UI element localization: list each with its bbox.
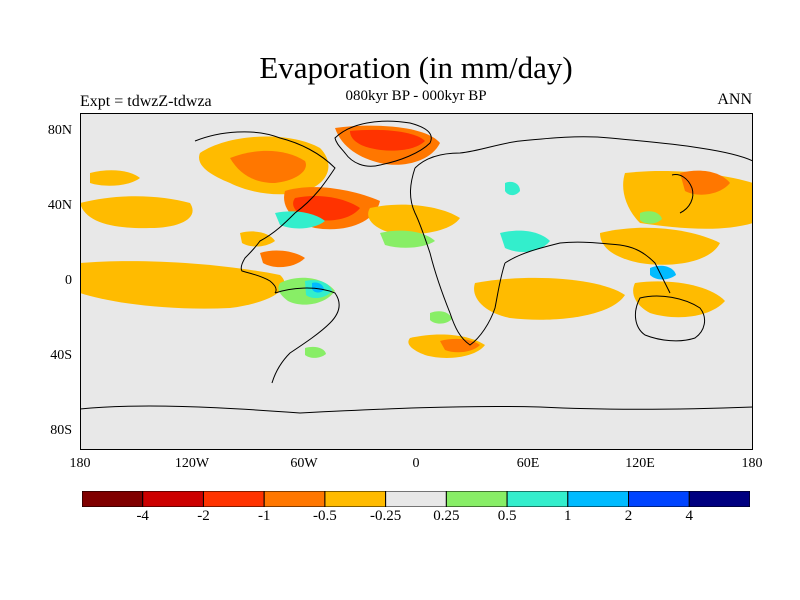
experiment-label: Expt = tdwzZ-tdwza	[80, 93, 212, 110]
lon-label-180w: 180	[69, 456, 91, 471]
colorbar-tick-label: -0.25	[369, 508, 402, 524]
lon-label-60w: 60W	[290, 456, 318, 471]
lon-label-120w: 120W	[174, 456, 210, 471]
lon-label-60e: 60E	[516, 456, 540, 471]
colorbar-tick-label: -4	[136, 508, 149, 524]
map-subtitle: 080kyr BP - 000kyr BP	[345, 88, 487, 104]
colorbar-tick-label: -2	[197, 508, 210, 524]
colorbar-swatch-1	[142, 491, 204, 507]
colorbar-swatch-4	[324, 491, 387, 507]
lat-label-0: 0	[65, 273, 72, 288]
colorbar-tick-label: -0.5	[313, 508, 337, 524]
colorbar	[82, 491, 750, 507]
colorbar-tick-label: 4	[685, 508, 694, 524]
evaporation-map	[80, 113, 753, 450]
positive-anomaly-regions	[275, 181, 676, 358]
colorbar-swatch-9	[628, 491, 690, 507]
lat-label-40s: 40S	[50, 348, 72, 363]
colorbar-swatch-5	[385, 491, 447, 507]
colorbar-tick-label: 2	[624, 508, 633, 524]
colorbar-swatch-10	[688, 491, 750, 507]
map-frame	[80, 113, 753, 450]
colorbar-swatch-3	[263, 491, 326, 507]
lon-label-120e: 120E	[625, 456, 655, 471]
season-label: ANN	[717, 91, 752, 108]
lon-label-0: 0	[412, 456, 420, 471]
map-title: Evaporation (in mm/day)	[259, 50, 573, 85]
colorbar-tick-label: -1	[257, 508, 271, 524]
colorbar-tick-label: 0.25	[433, 508, 460, 524]
colorbar-tick-label: 0.5	[497, 508, 517, 524]
lat-label-80n: 80N	[47, 123, 72, 138]
coastlines	[80, 120, 753, 414]
lat-label-80s: 80S	[50, 423, 72, 438]
colorbar-swatch-6	[445, 491, 508, 507]
colorbar-swatch-2	[202, 491, 265, 507]
colorbar-tick-label: 1	[564, 508, 572, 524]
lat-label-40n: 40N	[47, 198, 72, 213]
colorbar-swatch-7	[506, 491, 569, 507]
colorbar-swatch-0	[82, 491, 144, 507]
lon-label-180e: 180	[741, 456, 763, 471]
colorbar-swatch-8	[567, 491, 630, 507]
